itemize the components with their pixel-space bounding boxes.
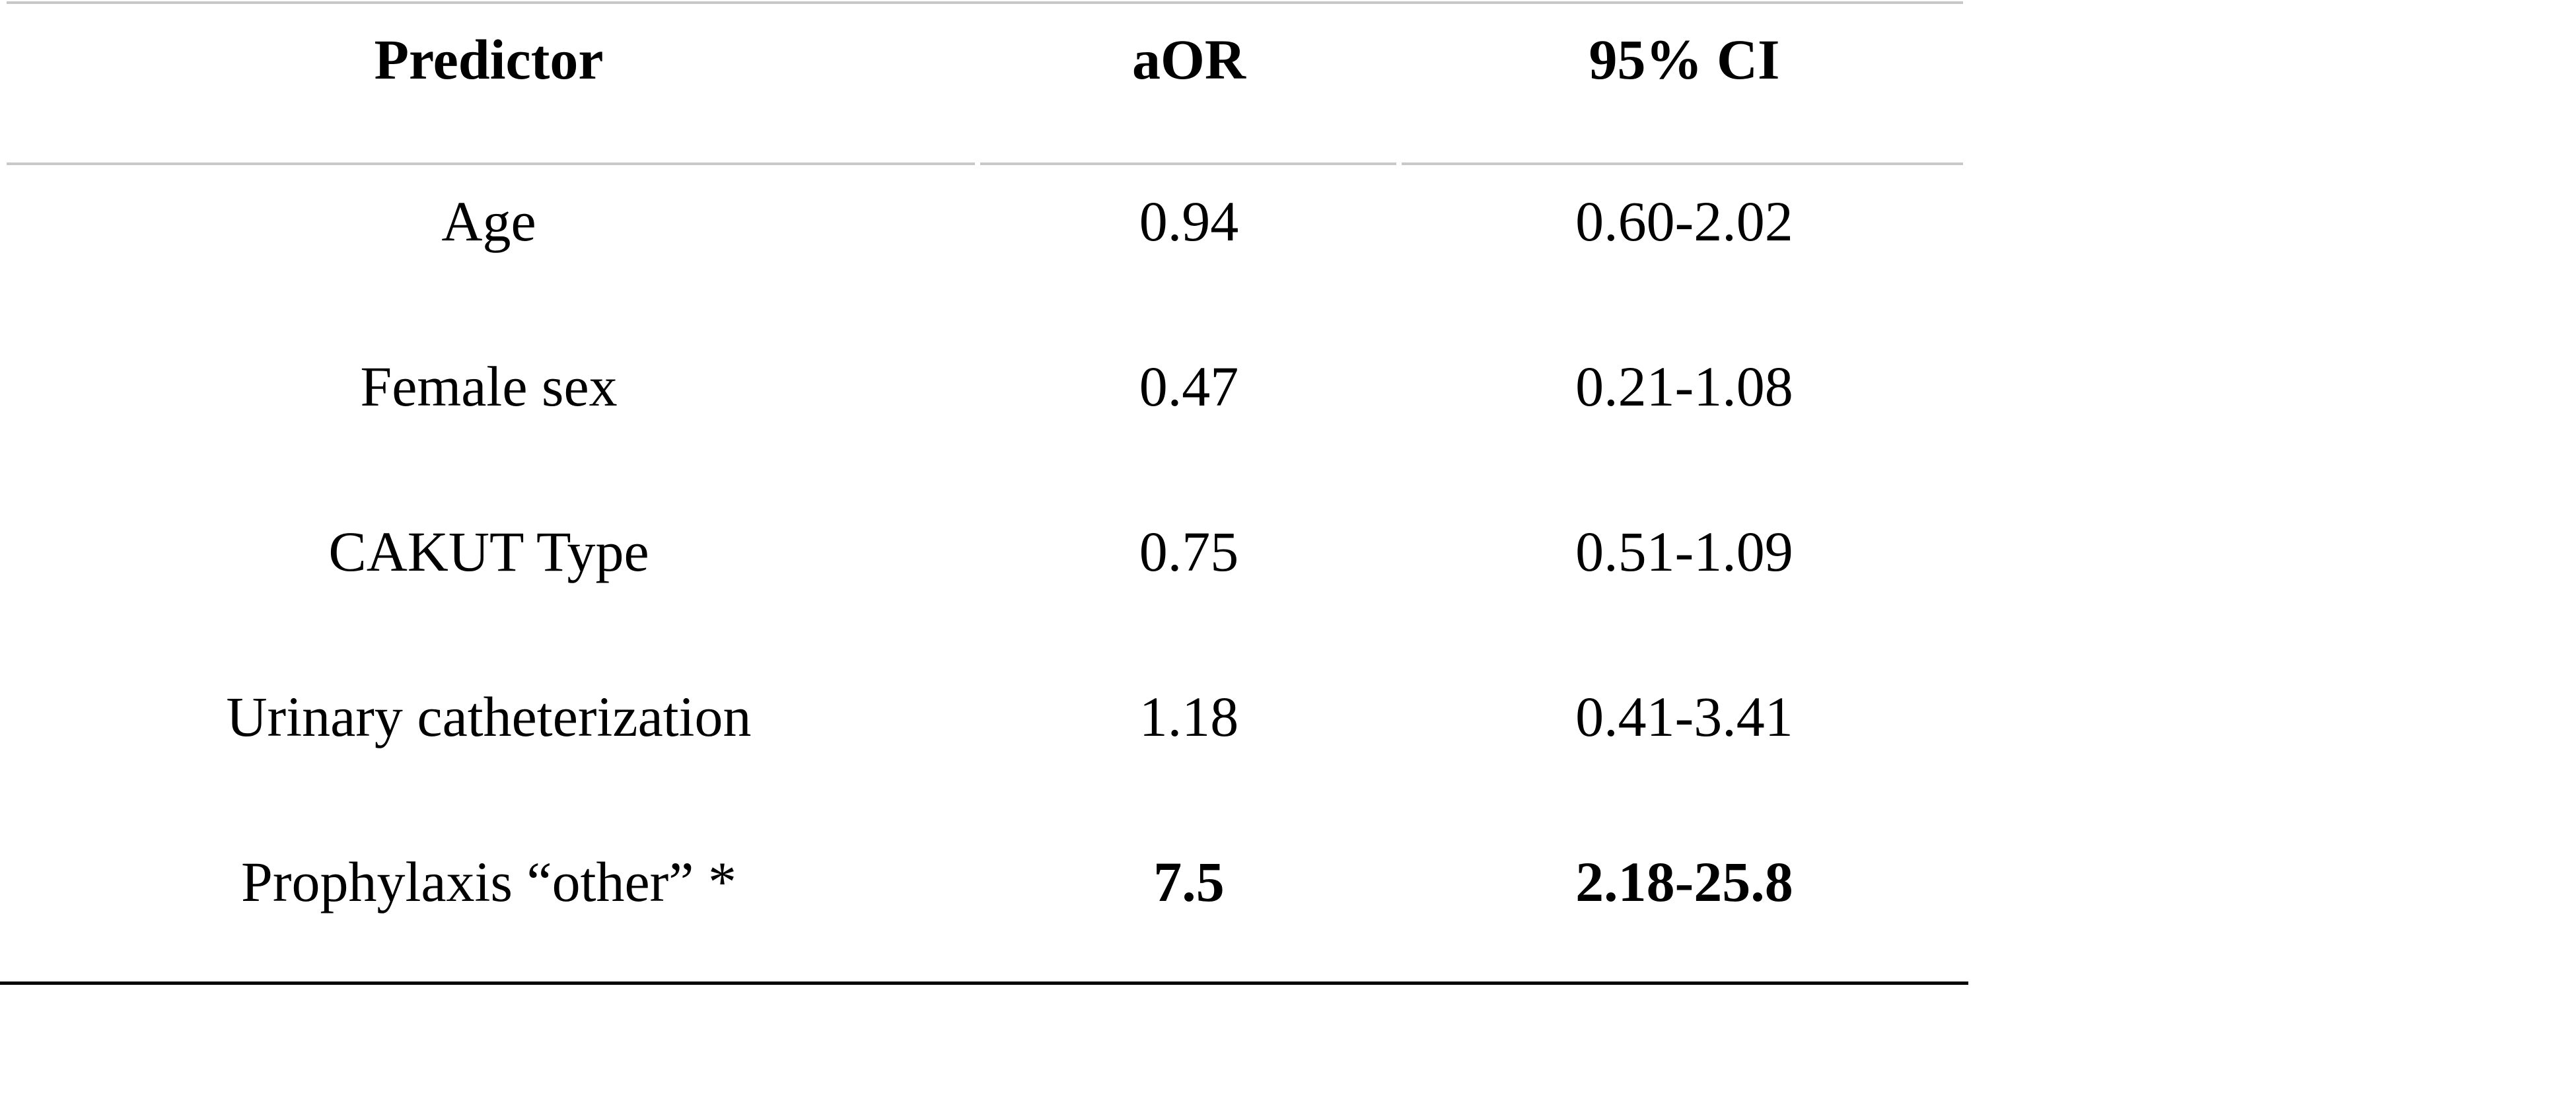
header-rule-predictor (7, 162, 975, 165)
table-row-ci: 0.41-3.41 (1575, 685, 1793, 748)
header-predictor: Predictor (374, 28, 604, 91)
table-row-predictor: Urinary catheterization (226, 685, 752, 748)
table-row-aor: 0.94 (1139, 190, 1239, 253)
table-row-aor: 1.18 (1139, 685, 1239, 748)
table-row-aor-significant: 7.5 (1153, 850, 1225, 913)
table-top-rule (7, 1, 1963, 4)
table-row-aor: 0.47 (1139, 355, 1239, 418)
header-rule-aor (980, 162, 1396, 165)
table-row-ci-significant: 2.18-25.8 (1575, 850, 1793, 913)
header-ci: 95% CI (1589, 28, 1780, 91)
table-row-predictor: Female sex (360, 355, 618, 418)
table-bottom-rule (0, 982, 1968, 985)
table-row-predictor: Age (441, 190, 536, 253)
table-row-predictor: Prophylaxis “other” * (241, 850, 736, 913)
header-rule-ci (1402, 162, 1963, 165)
table-row-aor: 0.75 (1139, 520, 1239, 583)
table-row-ci: 0.60-2.02 (1575, 190, 1793, 253)
table-row-ci: 0.51-1.09 (1575, 520, 1793, 583)
header-aor: aOR (1132, 28, 1246, 91)
table-row-predictor: CAKUT Type (328, 520, 649, 583)
table-row-ci: 0.21-1.08 (1575, 355, 1793, 418)
predictor-table: Predictor aOR 95% CI Age 0.94 0.60-2.02 … (0, 1, 1968, 985)
